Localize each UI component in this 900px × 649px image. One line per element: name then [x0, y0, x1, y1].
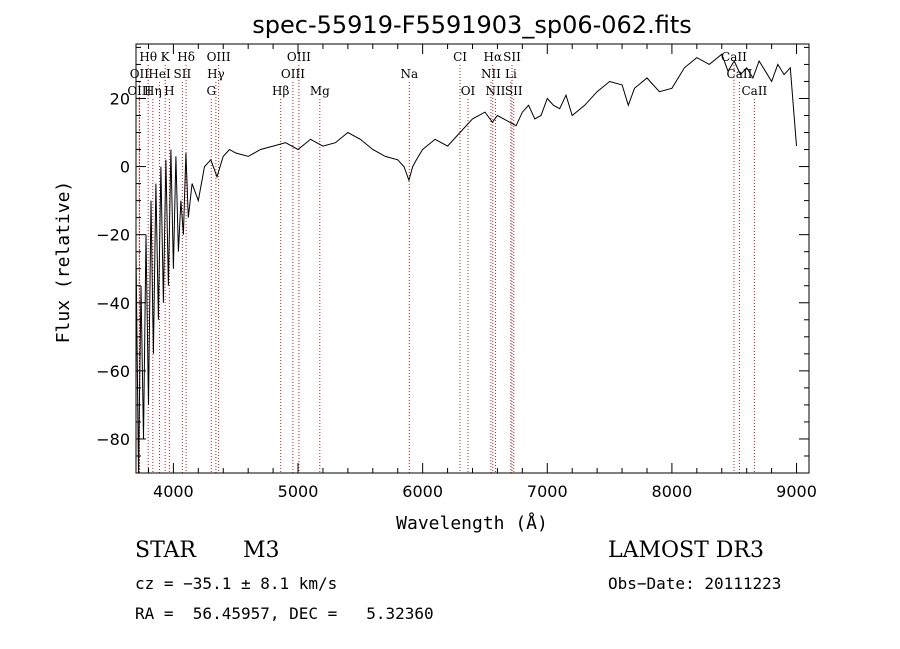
line-label-21: G — [206, 84, 216, 98]
line-label-10: HeI — [148, 67, 171, 81]
x-tick-label: 7000 — [527, 482, 568, 501]
line-label-24: OI — [461, 84, 476, 98]
observation-date: Obs−Date: 20111223 — [608, 574, 782, 593]
line-label-18: OIII — [127, 84, 151, 98]
line-label-17: CaII — [727, 67, 753, 81]
y-tick-label: 20 — [110, 89, 130, 108]
line-label-16: Li — [505, 67, 517, 81]
redshift-info: cz = −35.1 ± 8.1 km/s — [135, 574, 338, 593]
line-label-5: CI — [453, 50, 467, 64]
plot-frame — [135, 43, 810, 474]
line-label-6: Hα — [484, 50, 503, 64]
y-tick-label: −40 — [96, 294, 130, 313]
line-label-22: Hβ — [272, 84, 289, 98]
line-label-0: Hθ — [139, 50, 157, 64]
chart-title: spec-55919-F5591903_sp06-062.fits — [252, 11, 691, 39]
y-tick-label: −60 — [96, 362, 130, 381]
x-tick-label: 4000 — [153, 482, 194, 501]
line-label-9: OII — [130, 67, 150, 81]
line-label-14: Na — [400, 67, 418, 81]
coordinates: RA = 56.45957, DEC = 5.32360 — [135, 604, 434, 623]
object-subclass: M3 — [243, 538, 280, 563]
y-tick-label: −20 — [96, 226, 130, 245]
line-label-20: H — [164, 84, 174, 98]
y-tick-label: −80 — [96, 430, 130, 449]
x-tick-label: 5000 — [278, 482, 319, 501]
line-label-26: SII — [505, 84, 523, 98]
line-label-8: CaII — [721, 50, 747, 64]
line-label-27: CaII — [741, 84, 767, 98]
object-class: STAR — [135, 538, 196, 563]
line-label-2: Hδ — [177, 50, 195, 64]
line-label-7: SII — [503, 50, 521, 64]
line-label-25: NII — [485, 84, 505, 98]
line-label-15: NII — [481, 67, 501, 81]
line-label-11: SII — [174, 67, 192, 81]
flux-series-line — [135, 53, 797, 474]
line-label-3: OIII — [207, 50, 231, 64]
line-label-12: Hγ — [207, 67, 225, 81]
y-axis-label: Flux (relative) — [53, 181, 74, 344]
axis-ticks: 4000 5000 6000 7000 8000 9000 −80 −60 −40 −20 0 20 — [96, 44, 817, 501]
x-tick-label: 9000 — [776, 482, 817, 501]
line-label-23: Mg — [310, 84, 330, 98]
line-label-1: K — [161, 50, 171, 64]
line-label-4: OIII — [287, 50, 311, 64]
y-tick-label: 0 — [120, 158, 130, 177]
x-tick-label: 8000 — [652, 482, 693, 501]
x-axis-label: Wavelength (Å) — [396, 512, 548, 534]
line-markers — [138, 65, 755, 473]
survey-name: LAMOST DR3 — [608, 538, 764, 563]
line-label-19: Hη — [144, 84, 162, 98]
line-label-13: OIII — [281, 67, 305, 81]
x-tick-label: 6000 — [402, 482, 443, 501]
